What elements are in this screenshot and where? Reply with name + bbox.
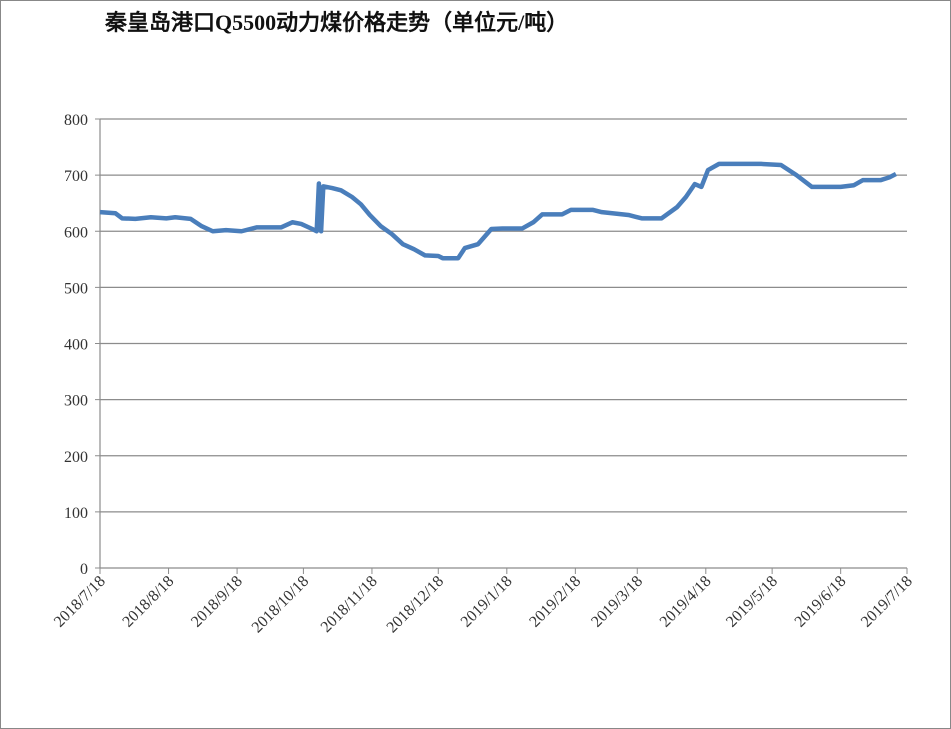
y-tick-label: 700: [64, 168, 88, 185]
y-tick-label: 300: [64, 393, 88, 410]
y-tick-label: 800: [64, 112, 88, 129]
y-tick-label: 600: [64, 224, 88, 241]
y-tick-label: 0: [80, 561, 88, 578]
y-tick-label: 400: [64, 337, 88, 354]
chart-title: 秦皇岛港口Q5500动力煤价格走势（单位元/吨）: [104, 10, 568, 35]
data-line: [99, 161, 897, 261]
y-tick-label: 500: [64, 280, 88, 297]
y-tick-label: 200: [64, 449, 88, 466]
y-tick-label: 100: [64, 505, 88, 522]
